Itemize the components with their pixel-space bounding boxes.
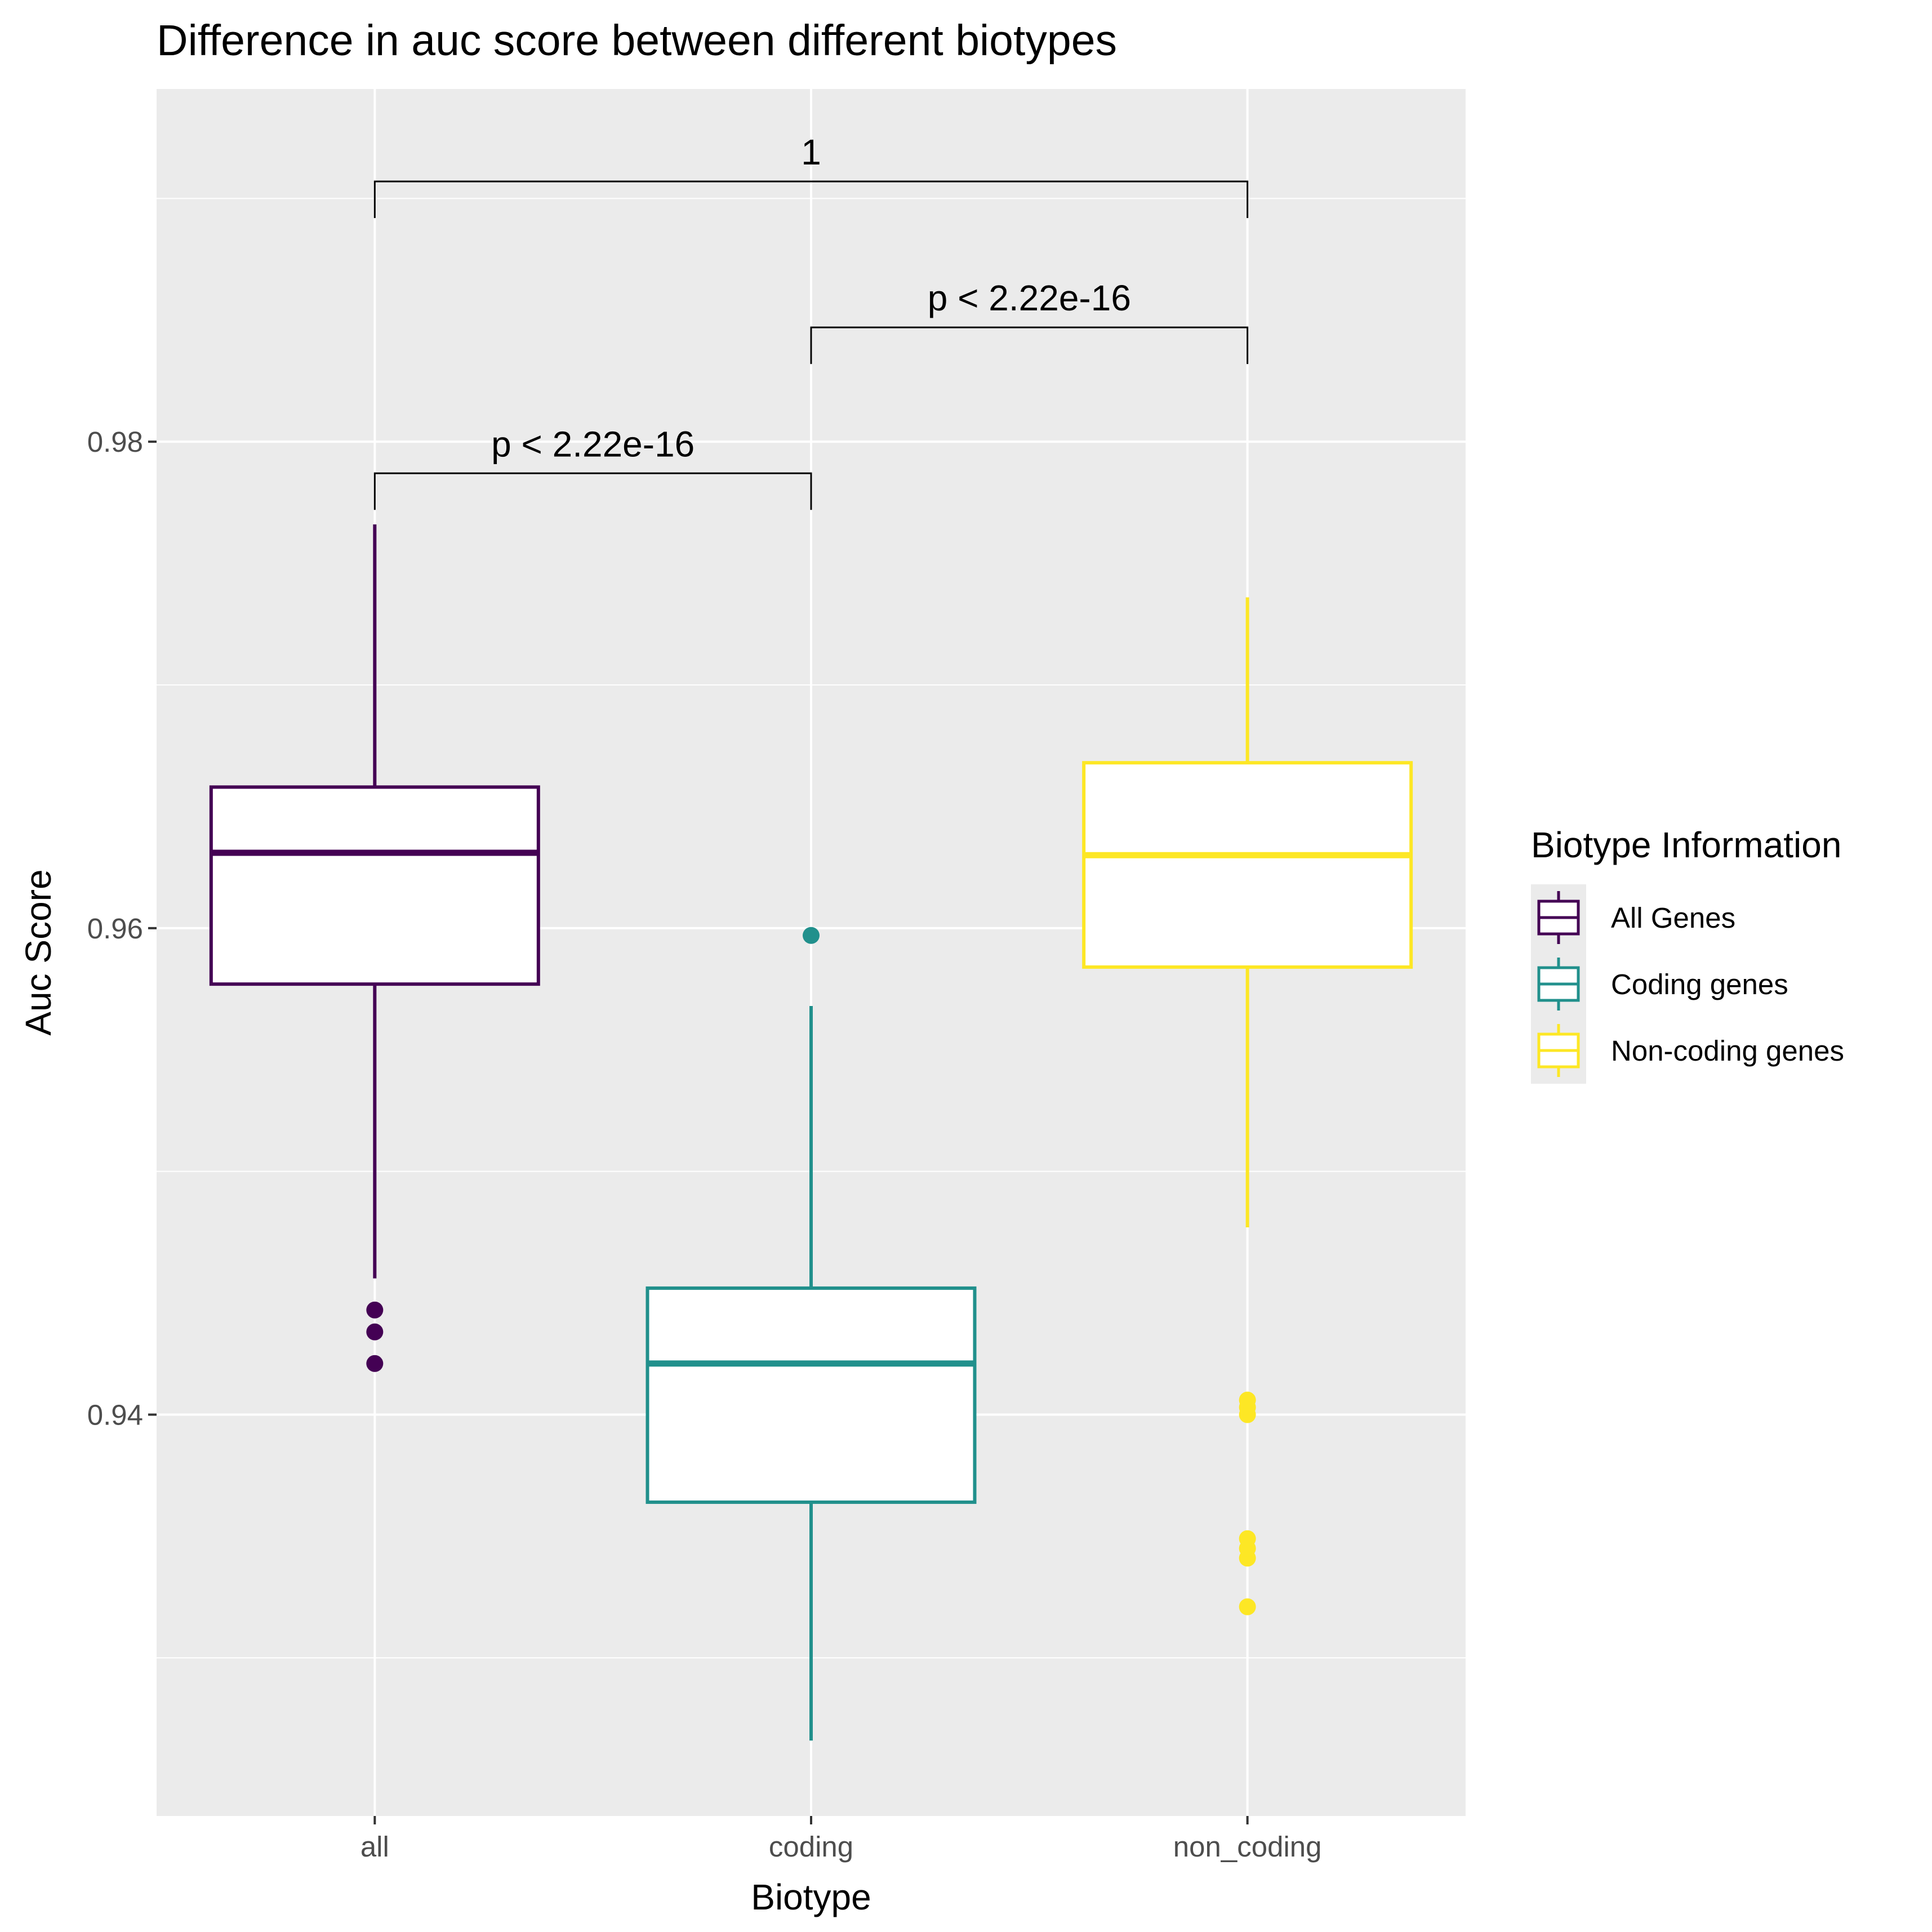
outlier-point [1239,1598,1256,1615]
box-non_coding [1082,597,1413,1615]
significance-brackets: p < 2.22e-16 p < 2.22e-16 1 [373,132,1249,510]
bracket-line [373,180,1249,219]
x-axis: all coding non_coding [360,1816,1322,1863]
bracket-line [373,472,812,510]
outlier-point [366,1355,384,1372]
y-tick-label: 0.94 [87,1399,143,1431]
bracket-label: p < 2.22e-16 [928,278,1131,318]
legend-label: All Genes [1611,902,1735,934]
outlier-point [1239,1530,1256,1547]
box-iqr [646,1286,977,1504]
bracket-line [810,326,1249,364]
box-all [209,524,540,1372]
bracket-coding-non_coding: p < 2.22e-16 [810,278,1249,364]
legend-label: Coding genes [1611,968,1788,1000]
y-tick-label: 0.96 [87,912,143,945]
legend: Biotype Information All Genes Coding gene… [1531,825,1844,1084]
x-tick-label: all [360,1831,389,1863]
legend-label: Non-coding genes [1611,1035,1844,1067]
legend-entry: Coding genes [1537,958,1788,1010]
x-tick-label: non_coding [1173,1831,1322,1863]
legend-entry: All Genes [1537,891,1735,944]
outlier-point [366,1301,384,1319]
y-axis-title: Auc Score [18,869,59,1035]
box-iqr [1082,761,1413,969]
outlier-point [1239,1391,1256,1409]
x-tick-label: coding [769,1831,853,1863]
y-tick-label: 0.98 [87,426,143,458]
box-iqr [209,785,540,986]
legend-entry: Non-coding genes [1537,1024,1844,1077]
x-axis-title: Biotype [751,1877,871,1917]
outlier-point [803,927,820,944]
bracket-label: 1 [801,132,821,172]
box-coding [646,927,977,1741]
bracket-all-coding: p < 2.22e-16 [373,424,812,510]
y-axis: 0.94 0.96 0.98 [87,426,157,1431]
legend-title: Biotype Information [1531,825,1841,865]
outlier-point [366,1323,384,1341]
bracket-label: p < 2.22e-16 [491,424,695,464]
chart-title: Difference in auc score between differen… [157,16,1117,65]
box-series [209,524,1413,1741]
bracket-all-non_coding: 1 [373,132,1249,219]
